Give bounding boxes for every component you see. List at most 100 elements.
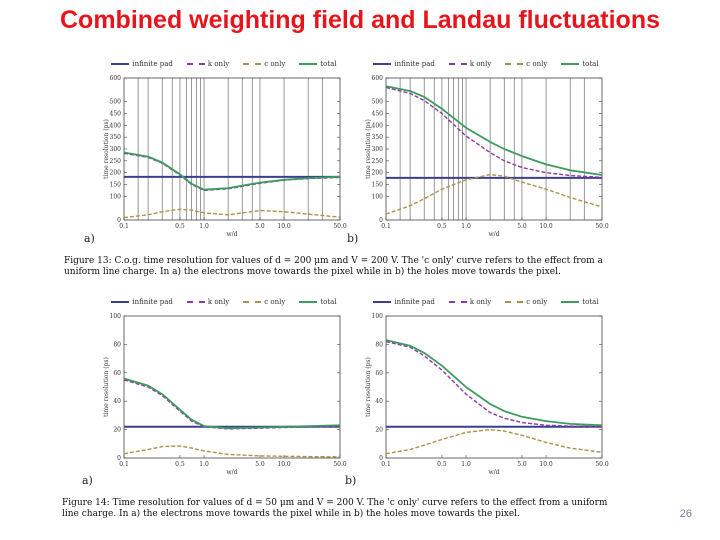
- legend-c-only: c only: [243, 58, 285, 70]
- panel-label-a: a): [84, 232, 95, 245]
- series-line-c-only: [385, 428, 603, 455]
- y-tick-label: 20: [113, 427, 121, 434]
- x-tick-label: 5.0: [255, 223, 265, 230]
- y-tick-label: 400: [372, 122, 384, 129]
- series-line-c-only: [123, 445, 341, 458]
- x-axis-label: w/d: [227, 231, 238, 238]
- x-tick-label: 5.0: [255, 461, 265, 468]
- y-tick-label: 0: [117, 455, 121, 462]
- y-tick-label: 500: [110, 99, 122, 106]
- x-axis-label: w/d: [489, 231, 500, 238]
- x-tick-label: 10.0: [277, 223, 291, 230]
- legend-k-only: k only: [186, 296, 229, 308]
- legend-infinite-pad: infinite pad: [373, 58, 435, 70]
- y-tick-label: 300: [372, 146, 384, 153]
- y-tick-label: 20: [375, 427, 383, 434]
- y-tick-label: 40: [375, 398, 383, 405]
- x-tick-label: 0.1: [381, 461, 391, 468]
- chart-panel-fig14b: infinite pad k only c only total 0 20 40 60…: [362, 296, 610, 476]
- series-line-total: [385, 85, 603, 176]
- legend-k-only: k only: [448, 58, 491, 70]
- figure-14-caption: Figure 14: Time resolution for values of…: [62, 498, 608, 519]
- legend-infinite-pad: infinite pad: [111, 296, 173, 308]
- chart-legend: infinite pad k only c only total: [100, 58, 348, 70]
- x-tick-label: 10.0: [539, 461, 553, 468]
- series-line-total: [123, 151, 341, 191]
- chart-legend: infinite pad k only c only total: [362, 58, 610, 70]
- legend-total: total: [561, 58, 599, 70]
- x-tick-label: 1.0: [199, 461, 209, 468]
- series-line-total: [385, 339, 603, 427]
- x-tick-label: 50.0: [595, 461, 609, 468]
- series-line-c-only: [123, 208, 341, 219]
- y-tick-label: 150: [372, 182, 384, 189]
- y-tick-label: 500: [372, 99, 384, 106]
- y-tick-label: 200: [372, 170, 384, 177]
- x-tick-label: 0.5: [175, 461, 185, 468]
- series-line-c-only: [385, 173, 603, 215]
- y-tick-label: 450: [372, 111, 384, 118]
- series-line-k-only: [123, 152, 341, 192]
- legend-k-only: k only: [186, 58, 229, 70]
- x-tick-label: 5.0: [517, 461, 527, 468]
- x-tick-label: 0.1: [119, 461, 129, 468]
- x-tick-label: 0.5: [175, 223, 185, 230]
- series-line-total: [123, 377, 341, 430]
- x-axis-label: w/d: [489, 469, 500, 476]
- y-tick-label: 350: [372, 134, 384, 141]
- legend-infinite-pad: infinite pad: [373, 296, 435, 308]
- chart-svg: 0 20 40 60 80 100 0.1 0.5 1.0 5.0 10.0 50.0 w/d time …: [365, 313, 609, 476]
- x-tick-label: 5.0: [517, 223, 527, 230]
- x-tick-label: 1.0: [461, 223, 471, 230]
- x-tick-label: 0.1: [119, 223, 129, 230]
- x-tick-label: 10.0: [539, 223, 553, 230]
- y-tick-label: 0: [379, 217, 383, 224]
- legend-total: total: [561, 296, 599, 308]
- x-tick-label: 0.1: [381, 223, 391, 230]
- legend-total: total: [299, 296, 337, 308]
- page-number: 26: [679, 508, 692, 520]
- legend-total: total: [299, 58, 337, 70]
- y-tick-label: 600: [110, 75, 122, 82]
- y-tick-label: 150: [110, 182, 122, 189]
- series-line-k-only: [385, 86, 603, 179]
- legend-c-only: c only: [505, 296, 547, 308]
- plot-frame: [123, 315, 341, 459]
- plot-frame: [385, 77, 603, 221]
- y-tick-label: 300: [110, 146, 122, 153]
- y-tick-label: 0: [117, 217, 121, 224]
- series-line-k-only: [123, 379, 340, 430]
- panel-label-b: b): [345, 474, 357, 487]
- legend-c-only: c only: [243, 296, 285, 308]
- y-tick-label: 80: [113, 341, 121, 348]
- x-tick-label: 50.0: [333, 223, 347, 230]
- y-axis-label: time resolution (ps): [365, 357, 372, 417]
- y-tick-label: 250: [372, 158, 384, 165]
- y-tick-label: 600: [372, 75, 384, 82]
- y-tick-label: 0: [379, 455, 383, 462]
- legend-c-only: c only: [505, 58, 547, 70]
- x-tick-label: 1.0: [461, 461, 471, 468]
- chart-svg: 0 100 150 200 250 300 350 400 450 500 600 0.1 0.5 1.0…: [103, 75, 347, 238]
- chart-svg: 0 20 40 60 80 100 0.1 0.5 1.0 5.0 10.0 50.0 w/d time …: [103, 313, 347, 476]
- y-tick-label: 350: [110, 134, 122, 141]
- y-axis-label: time resolution (ps): [103, 119, 110, 179]
- legend-k-only: k only: [448, 296, 491, 308]
- chart-panel-fig13b: infinite pad k only c only total 0 100 150…: [362, 58, 610, 238]
- figure-13-caption: Figure 13: C.o.g. time resolution for va…: [64, 256, 603, 277]
- chart-panel-fig13a: infinite pad k only c only total 0 100 150…: [100, 58, 348, 238]
- y-tick-label: 250: [110, 158, 122, 165]
- chart-legend: infinite pad k only c only total: [100, 296, 348, 308]
- slide-title: Combined weighting field and Landau fluc…: [60, 6, 660, 34]
- x-tick-label: 50.0: [333, 461, 347, 468]
- y-tick-label: 200: [110, 170, 122, 177]
- legend-infinite-pad: infinite pad: [111, 58, 173, 70]
- x-axis-label: w/d: [227, 469, 238, 476]
- chart-panel-fig14a: infinite pad k only c only total 0 20 40 60…: [100, 296, 348, 476]
- x-tick-label: 10.0: [277, 461, 291, 468]
- x-tick-label: 0.5: [437, 461, 447, 468]
- panel-label-a: a): [82, 474, 93, 487]
- y-tick-label: 450: [110, 111, 122, 118]
- y-tick-label: 100: [372, 193, 384, 200]
- series-line-k-only: [385, 340, 603, 428]
